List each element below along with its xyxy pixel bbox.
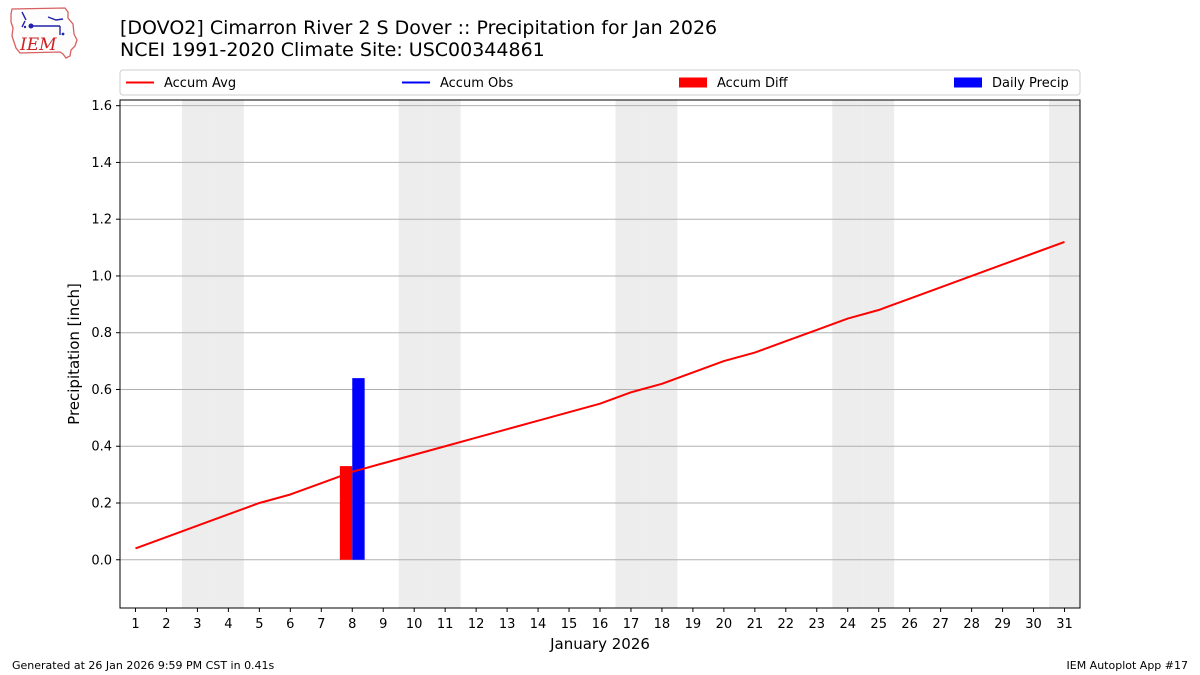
weekend-shade-day-4 xyxy=(212,100,244,608)
x-tick-label: 14 xyxy=(530,617,547,632)
x-tick-label: 18 xyxy=(654,617,671,632)
y-tick-label: 0.0 xyxy=(91,553,112,568)
legend-handle-daily-precip xyxy=(954,77,982,88)
legend-box xyxy=(119,69,1081,96)
x-tick-label: 1 xyxy=(131,617,139,632)
x-tick-label: 29 xyxy=(994,617,1011,632)
x-tick-label: 15 xyxy=(561,617,578,632)
sensor-dot-shape xyxy=(61,32,65,36)
x-tick-label: 30 xyxy=(1025,617,1042,632)
weekend-shade-day-31 xyxy=(1049,100,1080,608)
y-axis-label: Precipitation [inch] xyxy=(65,283,83,425)
y-tick-label: 0.6 xyxy=(91,383,112,398)
legend-label-accum-obs: Accum Obs xyxy=(440,76,513,91)
weekend-shade-day-25 xyxy=(863,100,895,608)
iem-logo[interactable]: IEM xyxy=(8,6,82,60)
weekend-shade-day-18 xyxy=(646,100,678,608)
autoplot-app-label: IEM Autoplot App #17 xyxy=(1066,659,1189,672)
x-tick-label: 7 xyxy=(317,617,325,632)
accum-avg-line xyxy=(135,240,1065,550)
x-tick-label: 25 xyxy=(870,617,887,632)
sensor-dot-shape xyxy=(23,25,27,29)
title-line-2: NCEI 1991-2020 Climate Site: USC00344861 xyxy=(120,39,545,61)
y-tick-label: 0.2 xyxy=(91,496,112,511)
x-tick-label: 21 xyxy=(747,617,764,632)
x-tick-label: 16 xyxy=(592,617,609,632)
chart-title: [DOVO2] Cimarron River 2 S Dover :: Prec… xyxy=(120,17,717,61)
x-tick-label: 20 xyxy=(716,617,733,632)
plot-frame xyxy=(119,99,1081,609)
weather-station-icon xyxy=(21,11,64,35)
x-tick-label: 9 xyxy=(379,617,387,632)
legend-label-accum-diff: Accum Diff xyxy=(717,76,789,91)
weekend-shade-day-3 xyxy=(181,100,213,608)
y-tick-label: 1.0 xyxy=(91,269,112,284)
weekend-shade-day-10 xyxy=(398,100,430,608)
x-tick-label: 23 xyxy=(809,617,826,632)
x-tick-label: 5 xyxy=(255,617,263,632)
title-line-1: [DOVO2] Cimarron River 2 S Dover :: Prec… xyxy=(120,17,718,39)
x-tick-label: 31 xyxy=(1056,617,1073,632)
x-tick-label: 27 xyxy=(932,617,949,632)
y-tick-label: 1.4 xyxy=(91,156,112,171)
x-tick-label: 10 xyxy=(406,617,423,632)
weekend-shade-day-17 xyxy=(615,100,647,608)
x-tick-label: 11 xyxy=(437,617,454,632)
x-tick-label: 13 xyxy=(499,617,516,632)
generated-timestamp: Generated at 26 Jan 2026 9:59 PM CST in … xyxy=(12,659,275,672)
sensor-dot-shape xyxy=(28,23,34,29)
x-tick-label: 4 xyxy=(224,617,232,632)
accum-diff-bar-day-8 xyxy=(339,466,353,560)
weekend-shade-day-11 xyxy=(429,100,461,608)
y-tick-label: 0.8 xyxy=(91,326,112,341)
x-tick-label: 12 xyxy=(468,617,485,632)
legend-label-accum-avg: Accum Avg xyxy=(164,76,236,91)
x-tick-label: 17 xyxy=(623,617,640,632)
x-axis-label: January 2026 xyxy=(549,635,650,653)
x-tick-label: 26 xyxy=(901,617,918,632)
y-tick-label: 0.4 xyxy=(91,440,112,455)
x-tick-label: 3 xyxy=(193,617,201,632)
x-tick-label: 6 xyxy=(286,617,294,632)
x-tick-label: 22 xyxy=(778,617,795,632)
legend-handle-accum-diff xyxy=(679,77,707,88)
y-tick-label: 1.2 xyxy=(91,213,112,228)
x-tick-label: 28 xyxy=(963,617,980,632)
x-tick-label: 19 xyxy=(685,617,702,632)
daily-precip-bar-day-8 xyxy=(352,378,365,560)
weekend-shade-day-24 xyxy=(832,100,864,608)
legend-label-daily-precip: Daily Precip xyxy=(992,76,1069,91)
x-tick-label: 24 xyxy=(839,617,856,632)
x-tick-label: 8 xyxy=(348,617,356,632)
y-tick-label: 1.6 xyxy=(91,99,112,114)
x-tick-label: 2 xyxy=(162,617,170,632)
iowa-outline-shape xyxy=(10,7,78,59)
logo-text: IEM xyxy=(19,35,57,55)
